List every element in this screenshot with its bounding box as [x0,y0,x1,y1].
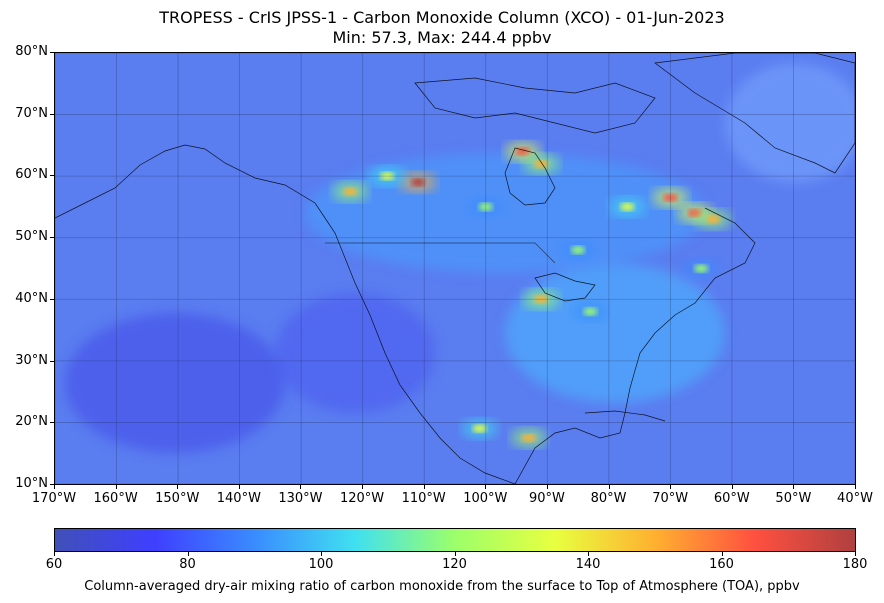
map-title: TROPESS - CrIS JPSS-1 - Carbon Monoxide … [159,8,725,27]
field-patch-pacific [65,313,285,453]
lon-tick-label: 90°W [528,491,565,506]
lon-tick-label: 70°W [652,491,689,506]
lon-tick-mark [362,485,364,489]
graticule [55,53,855,484]
colorbar-tick-mark [855,552,856,556]
colorbar-tick-mark [54,552,55,556]
colorbar-tick-label: 140 [575,557,601,572]
hotspot [343,187,358,196]
hotspot [583,307,598,316]
lon-tick-mark [855,485,856,489]
lon-tick-mark [300,485,302,489]
lat-tick-label: 20°N [15,414,48,430]
lon-tick-label: 160°W [93,491,138,506]
colorbar-tick-label: 120 [442,557,467,572]
lon-tick-label: 60°W [713,491,750,506]
lat-tick-label: 70°N [15,105,48,121]
lon-tick-label: 40°W [837,491,873,506]
lat-tick-mark [50,360,54,362]
colorbar-tick-mark [721,552,723,556]
coastline-arctic-islands [414,77,656,134]
lon-tick-label: 50°W [775,491,812,506]
hotspot [571,246,586,255]
map-canvas [55,53,855,484]
lon-tick-label: 130°W [278,491,323,506]
colorbar-tick-label: 180 [842,557,868,572]
lat-tick-label: 10°N [15,476,48,491]
lon-tick-mark [115,485,117,489]
coastline-east [514,207,756,484]
lat-tick-mark [50,175,54,177]
xco-field [65,63,855,453]
hotspot [620,202,635,211]
colorbar-tick-label: 80 [179,557,196,572]
field-patch-northeast [505,263,725,403]
lon-tick-label: 150°W [155,491,200,506]
colorbar-tick-label: 60 [45,557,63,572]
lon-tick-mark [546,485,548,489]
lon-tick-mark [177,485,179,489]
lat-tick-label: 60°N [15,167,48,183]
lon-tick-label: 170°W [31,491,77,506]
coastline-caribbean [584,410,666,422]
hotspot [515,147,530,156]
hotspot [380,172,395,181]
hotspot [534,295,549,304]
lon-tick-label: 110°W [401,491,446,506]
hotspot [521,433,536,442]
hotspot [694,264,709,273]
lon-tick-label: 80°W [590,491,627,506]
hotspot [411,178,426,187]
lon-tick-label: 100°W [463,491,508,506]
lat-tick-mark [50,52,54,53]
lat-tick-label: 30°N [15,352,48,368]
lon-tick-mark [731,485,733,489]
lon-tick-mark [793,485,795,489]
coastline-west [55,144,516,484]
lon-tick-mark [238,485,240,489]
lat-tick-label: 50°N [15,229,48,245]
colorbar-label: Column-averaged dry-air mixing ratio of … [84,579,800,594]
colorbar-tick-label: 160 [709,557,734,572]
lon-tick-label: 140°W [216,491,261,506]
colorbar-tick-mark [454,552,456,556]
lat-tick-label: 40°N [15,290,48,306]
coastline-hudson [504,147,556,206]
lon-tick-label: 120°W [339,491,385,506]
colorbar-tick-label: 100 [308,557,334,572]
lat-tick-mark [50,237,54,239]
map-area[interactable] [54,52,856,485]
lon-tick-mark [485,485,487,489]
lat-tick-mark [50,484,54,485]
lon-tick-mark [608,485,610,489]
lon-tick-mark [423,485,425,489]
colorbar [54,528,856,552]
colorbar-tick-mark [187,552,189,556]
coastline-great-lakes [534,272,596,302]
lat-tick-label: 80°N [15,44,48,59]
hotspot [478,202,493,211]
field-patch-arctic [725,63,855,183]
lat-tick-mark [50,113,54,115]
map-subtitle: Min: 57.3, Max: 244.4 ppbv [332,28,552,47]
hotspot [663,193,678,202]
field-patch-canada [305,153,705,273]
hotspot [706,215,721,224]
lat-tick-mark [50,298,54,300]
coastline-greenland [654,53,855,174]
colorbar-tick-mark [321,552,322,556]
lon-tick-mark [54,485,55,489]
field-patch-west [275,293,435,413]
hotspot [534,159,549,168]
lon-tick-mark [670,485,672,489]
lat-tick-mark [50,422,54,424]
colorbar-tick-mark [588,552,589,556]
hotspot [472,424,487,433]
coastlines [55,53,855,484]
border-canada-us [325,242,556,264]
